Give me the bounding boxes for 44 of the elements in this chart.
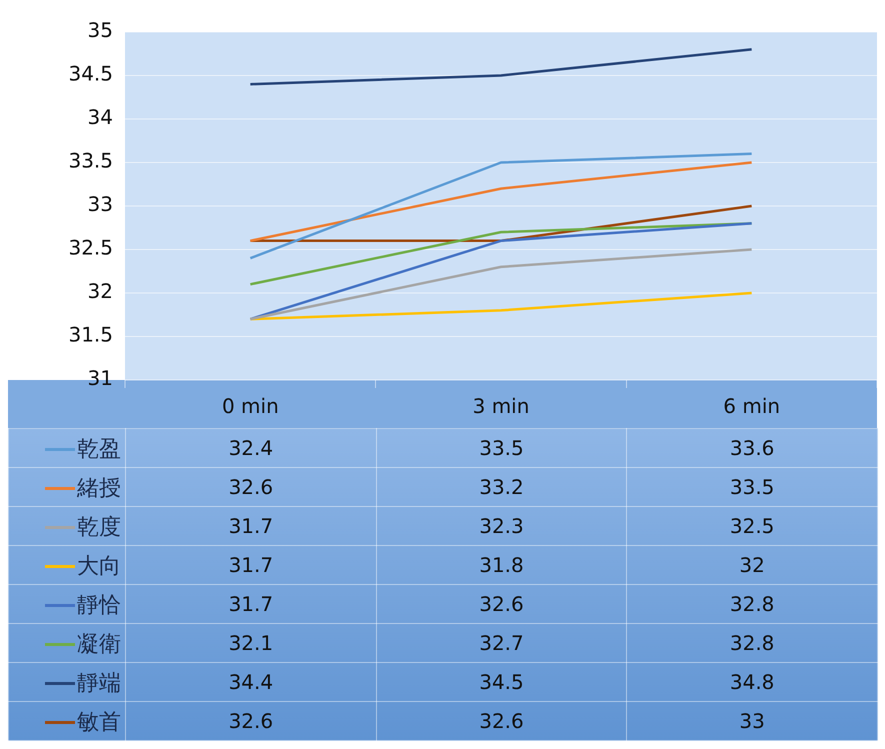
y-tick-label: 31: [88, 366, 113, 390]
y-tick-label: 32: [88, 279, 113, 304]
legend-label: 乾度: [77, 514, 121, 542]
data-label: 34.5: [376, 662, 627, 702]
data-label: 32.6: [126, 468, 376, 506]
data-label: 33: [626, 702, 878, 740]
data-label: 32.5: [626, 506, 878, 546]
data-label: 32.7: [376, 624, 627, 662]
legend-label: 緒授: [77, 475, 121, 504]
y-tick-label: 34: [88, 105, 113, 130]
data-label: 32.4: [126, 428, 376, 468]
y-tick-label: 32.5: [68, 236, 113, 260]
data-label: 32.1: [126, 624, 376, 662]
data-label: 34.4: [126, 662, 376, 702]
legend-label: 乾盈: [77, 436, 121, 464]
y-tick-label: 31.5: [68, 322, 113, 347]
legend-label: 敏首: [77, 709, 121, 738]
data-label: 31.7: [126, 584, 376, 624]
data-label: 33.5: [376, 428, 627, 468]
y-tick-label: 35: [88, 18, 113, 42]
data-label: 31.7: [126, 546, 376, 584]
x-tick-label: 6 min: [723, 394, 780, 418]
legend-label: 靜端: [77, 670, 121, 698]
legend-label: 凝衛: [77, 631, 121, 660]
data-label: 34.8: [626, 662, 878, 702]
y-tick-label: 33.5: [68, 148, 113, 173]
data-label: 33.2: [376, 468, 627, 506]
data-label: 32.8: [626, 624, 878, 662]
y-tick-label: 34.5: [68, 62, 113, 86]
data-label: 31.8: [376, 546, 627, 584]
legend-label: 大向: [77, 553, 121, 582]
data-label: 33.6: [626, 428, 878, 468]
legend-label: 靜恰: [77, 592, 121, 620]
data-label: 33.5: [626, 468, 878, 506]
y-tick-label: 33: [88, 192, 113, 216]
data-label: 32.8: [626, 584, 878, 624]
data-label: 32: [626, 546, 878, 584]
data-label: 31.7: [126, 506, 376, 546]
data-label: 32.6: [376, 584, 627, 624]
data-label: 32.6: [126, 702, 376, 740]
x-tick-label: 3 min: [472, 394, 530, 418]
x-tick-label: 0 min: [222, 394, 279, 418]
data-label: 32.3: [376, 506, 627, 546]
data-label: 32.6: [376, 702, 627, 740]
